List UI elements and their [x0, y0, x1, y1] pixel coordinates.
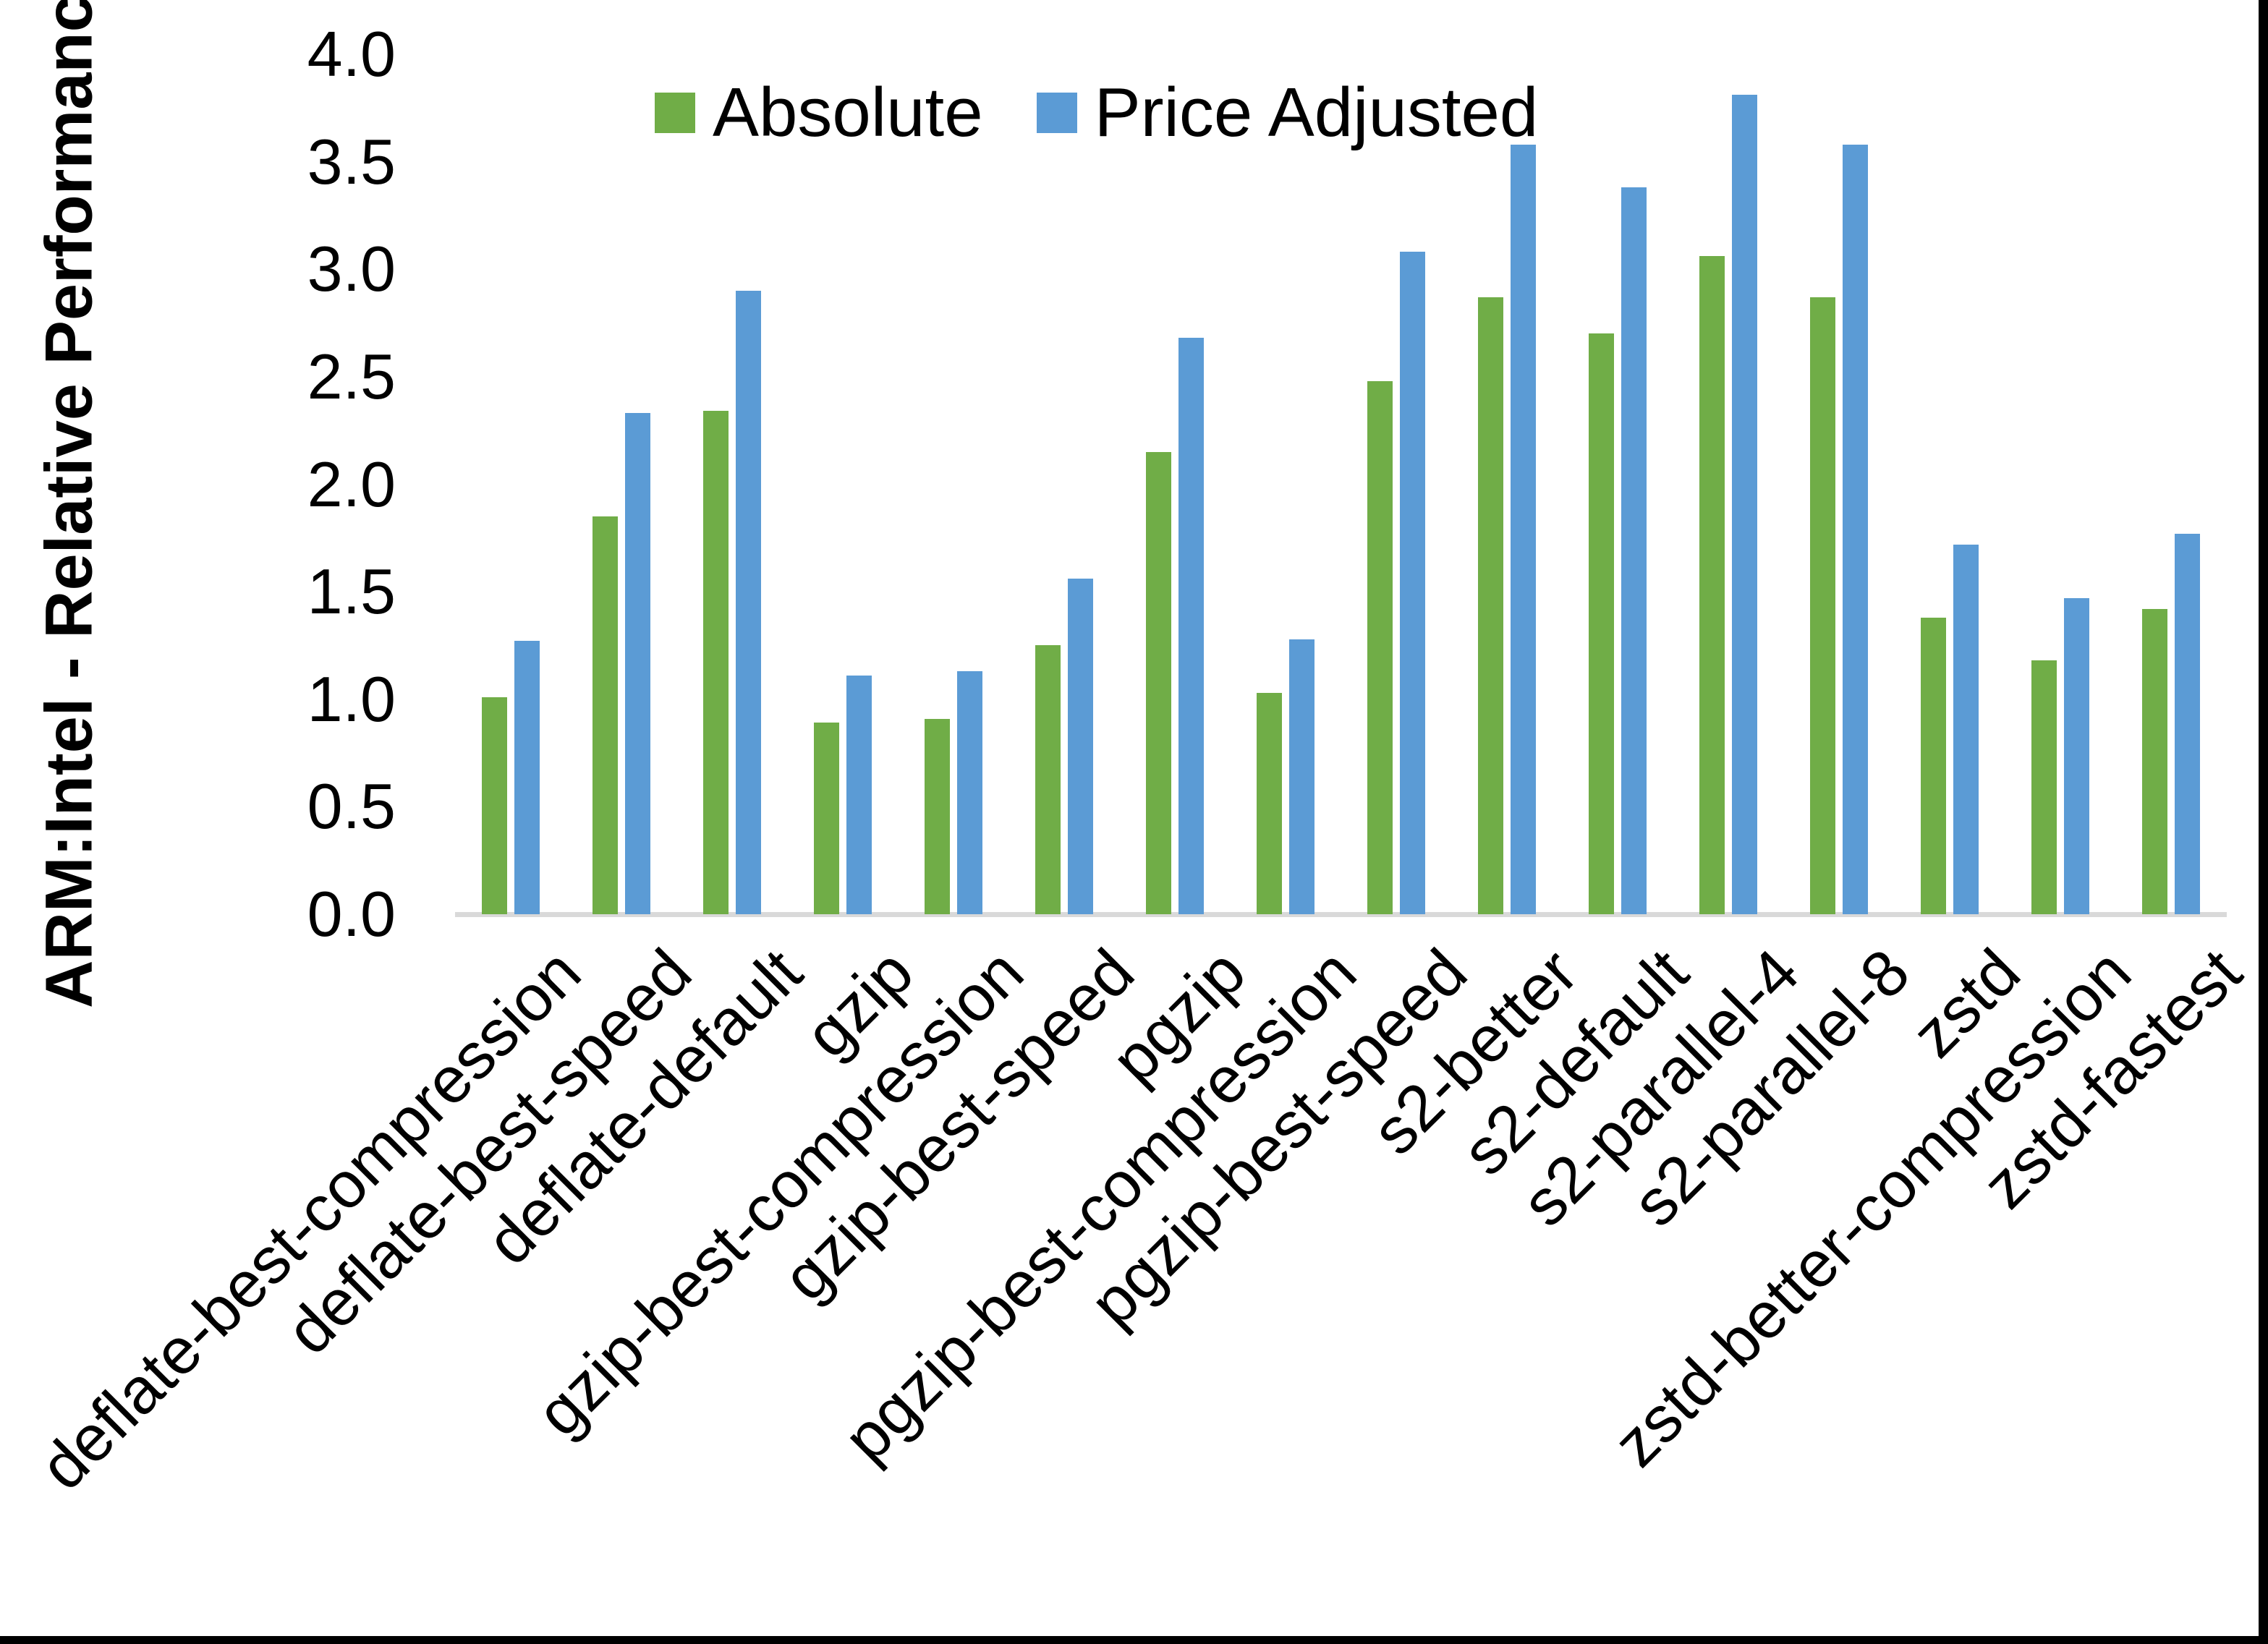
bar-absolute-pgzip-best-compression — [1256, 692, 1282, 914]
bar-absolute-deflate-default — [702, 411, 729, 914]
y-tick-label-1.0: 1.0 — [307, 663, 396, 735]
bar-absolute-gzip-best-compression — [924, 718, 950, 914]
bar-price-adjusted-pgzip-best-speed — [1400, 252, 1426, 914]
bar-absolute-pgzip-best-speed — [1367, 380, 1393, 914]
y-tick-label-1.5: 1.5 — [307, 555, 396, 628]
legend: Absolute Price Adjusted — [655, 78, 1538, 148]
bar-price-adjusted-s2-parallel-4 — [1732, 95, 1758, 914]
bar-absolute-s2-default — [1589, 333, 1615, 914]
y-tick-label-4.0: 4.0 — [307, 18, 396, 90]
bar-price-adjusted-pgzip-best-compression — [1288, 639, 1314, 914]
y-tick-label-0.0: 0.0 — [307, 878, 396, 950]
bar-price-adjusted-gzip-best-compression — [956, 671, 982, 914]
bar-price-adjusted-s2-better — [1511, 144, 1537, 914]
legend-item-absolute: Absolute — [655, 78, 983, 148]
bar-price-adjusted-deflate-default — [735, 290, 761, 914]
y-tick-label-3.0: 3.0 — [307, 233, 396, 305]
legend-swatch-price-adjusted — [1036, 93, 1077, 133]
y-tick-label-3.5: 3.5 — [307, 125, 396, 197]
bar-price-adjusted-deflate-best-compression — [514, 641, 540, 914]
x-axis-line — [455, 912, 2227, 917]
bar-absolute-deflate-best-speed — [592, 516, 618, 914]
bar-price-adjusted-gzip — [846, 676, 872, 914]
bar-price-adjusted-zstd-fastest — [2175, 533, 2201, 914]
bar-price-adjusted-zstd-better-compression — [2064, 598, 2090, 914]
bar-absolute-zstd — [1921, 617, 1947, 914]
bar-price-adjusted-deflate-best-speed — [624, 413, 650, 914]
bar-price-adjusted-s2-parallel-8 — [1843, 144, 1869, 914]
legend-item-price-adjusted: Price Adjusted — [1036, 74, 1539, 151]
bar-absolute-s2-parallel-4 — [1699, 256, 1725, 914]
bar-absolute-zstd-better-compression — [2031, 660, 2057, 914]
bar-absolute-deflate-best-compression — [481, 697, 507, 914]
y-tick-label-0.5: 0.5 — [307, 770, 396, 843]
legend-label-absolute: Absolute — [713, 74, 983, 151]
bar-absolute-s2-parallel-8 — [1810, 297, 1836, 914]
bar-price-adjusted-gzip-best-speed — [1067, 579, 1093, 914]
bar-price-adjusted-pgzip — [1178, 338, 1204, 914]
bar-absolute-gzip-best-speed — [1035, 645, 1061, 914]
bar-absolute-pgzip — [1145, 451, 1171, 914]
y-tick-label-2.5: 2.5 — [307, 340, 396, 412]
bar-absolute-gzip — [813, 723, 839, 914]
y-tick-label-2.0: 2.0 — [307, 448, 396, 520]
legend-swatch-absolute — [655, 93, 695, 133]
bar-absolute-s2-better — [1478, 297, 1504, 914]
bar-price-adjusted-zstd — [1953, 544, 1979, 914]
legend-label-price-adjusted: Price Adjusted — [1094, 74, 1539, 151]
bar-absolute-zstd-fastest — [2142, 608, 2168, 914]
bar-price-adjusted-s2-default — [1621, 187, 1647, 914]
